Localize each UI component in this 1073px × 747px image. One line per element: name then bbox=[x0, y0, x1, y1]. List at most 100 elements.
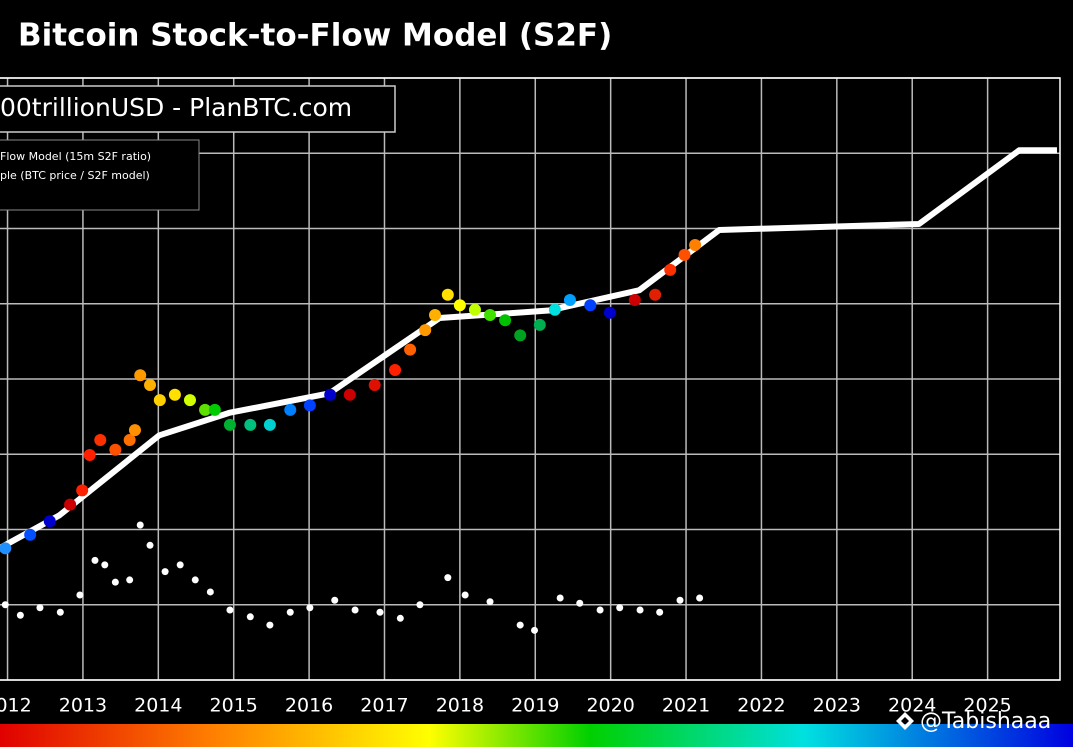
data-point bbox=[24, 528, 37, 541]
data-point bbox=[664, 263, 677, 276]
data-point bbox=[134, 369, 147, 382]
data-point bbox=[676, 596, 684, 604]
data-point bbox=[76, 484, 89, 497]
data-point bbox=[576, 599, 584, 607]
data-point bbox=[146, 541, 154, 549]
data-point bbox=[531, 626, 539, 634]
data-point bbox=[484, 309, 497, 322]
data-point bbox=[656, 608, 664, 616]
data-point bbox=[144, 379, 157, 392]
data-point bbox=[94, 433, 107, 446]
data-point bbox=[161, 568, 169, 576]
x-tick-label: 2012 bbox=[0, 695, 32, 717]
data-point bbox=[514, 329, 527, 342]
data-point bbox=[649, 288, 662, 301]
data-point bbox=[404, 343, 417, 356]
data-point bbox=[208, 403, 221, 416]
data-point bbox=[153, 394, 166, 407]
x-tick-label: 2015 bbox=[210, 695, 258, 717]
data-point bbox=[389, 363, 402, 376]
data-point bbox=[429, 309, 442, 322]
data-point bbox=[246, 613, 254, 621]
watermark: @Tabishaaa bbox=[920, 709, 1051, 734]
data-point bbox=[419, 324, 432, 337]
annotation-box bbox=[0, 85, 396, 133]
x-tick-label: 2023 bbox=[813, 695, 861, 717]
x-tick-label: 2024 bbox=[888, 695, 936, 717]
data-point bbox=[324, 388, 337, 401]
data-point bbox=[343, 388, 356, 401]
data-point bbox=[111, 578, 119, 586]
data-point bbox=[616, 604, 624, 612]
data-point bbox=[368, 379, 381, 392]
data-point bbox=[351, 606, 359, 614]
data-point bbox=[206, 588, 214, 596]
data-point bbox=[584, 299, 597, 312]
data-point bbox=[226, 606, 234, 614]
data-point bbox=[83, 449, 96, 462]
data-point bbox=[266, 621, 274, 629]
data-point bbox=[376, 608, 384, 616]
data-point bbox=[331, 596, 339, 604]
data-point bbox=[689, 239, 702, 252]
legend-label: ple (BTC price / S2F model) bbox=[0, 169, 150, 182]
data-point bbox=[176, 561, 184, 569]
x-tick-label: 2013 bbox=[59, 695, 107, 717]
legend-box bbox=[0, 139, 200, 211]
x-tick-label: 2017 bbox=[360, 695, 408, 717]
data-point bbox=[244, 418, 257, 431]
data-point bbox=[0, 542, 12, 555]
data-point bbox=[444, 574, 452, 582]
data-point bbox=[126, 576, 134, 584]
data-point bbox=[16, 611, 24, 619]
data-point bbox=[441, 288, 454, 301]
data-point bbox=[461, 591, 469, 599]
data-point bbox=[284, 403, 297, 416]
x-tick-label: 2022 bbox=[737, 695, 785, 717]
data-point bbox=[183, 394, 196, 407]
plot-area: 2012 2013 2014 2015 2016 2017 2018 2019 2020 2021… bbox=[0, 77, 1061, 717]
x-tick-label: 2021 bbox=[662, 695, 710, 717]
data-point bbox=[603, 306, 616, 319]
data-point bbox=[76, 591, 84, 599]
data-point bbox=[223, 418, 236, 431]
data-point bbox=[563, 293, 576, 306]
data-point bbox=[263, 418, 276, 431]
data-point bbox=[516, 621, 524, 629]
data-point bbox=[36, 604, 44, 612]
data-point bbox=[678, 248, 691, 261]
data-point bbox=[199, 403, 212, 416]
data-point bbox=[533, 318, 546, 331]
data-point bbox=[306, 604, 314, 612]
data-point bbox=[56, 608, 64, 616]
data-point bbox=[128, 424, 141, 437]
data-point bbox=[109, 443, 122, 456]
legend-label: Flow Model (15m S2F ratio) bbox=[0, 150, 151, 163]
annotation: 00trillionUSD - PlanBTC.com bbox=[0, 93, 352, 122]
data-point bbox=[556, 594, 564, 602]
data-point bbox=[101, 561, 109, 569]
data-point bbox=[286, 608, 294, 616]
data-point bbox=[596, 606, 604, 614]
x-tick-label: 2020 bbox=[586, 695, 634, 717]
data-point bbox=[499, 314, 512, 327]
data-point bbox=[168, 388, 181, 401]
data-point bbox=[696, 594, 704, 602]
data-point bbox=[64, 498, 77, 511]
data-point bbox=[486, 598, 494, 606]
color-bar bbox=[0, 724, 1073, 747]
data-point bbox=[468, 303, 481, 316]
x-tick-label: 2018 bbox=[436, 695, 484, 717]
data-point bbox=[136, 521, 144, 529]
data-point bbox=[191, 576, 199, 584]
data-point bbox=[123, 433, 136, 446]
data-point bbox=[303, 399, 316, 412]
x-tick-label: 2025 bbox=[963, 695, 1011, 717]
plot-frame bbox=[0, 77, 1061, 681]
data-point bbox=[396, 614, 404, 622]
x-tick-label: 2016 bbox=[285, 695, 333, 717]
data-point bbox=[91, 556, 99, 564]
x-tick-label: 2019 bbox=[511, 695, 559, 717]
x-tick-label: 2014 bbox=[134, 695, 182, 717]
